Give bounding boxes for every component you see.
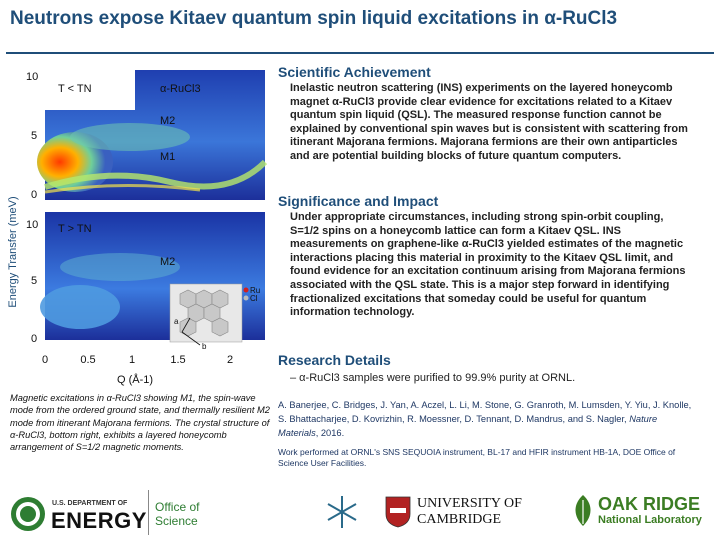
citation: A. Banerjee, C. Bridges, J. Yan, A. Acze… bbox=[278, 398, 698, 440]
inset-ru-label: Ru bbox=[250, 286, 260, 295]
inset-a-label: a bbox=[174, 317, 179, 326]
ytick-bottom-10: 10 bbox=[26, 219, 38, 231]
research-bullet: – α-RuCl3 samples were purified to 99.9%… bbox=[290, 372, 576, 384]
axis-a-arrow bbox=[181, 317, 191, 333]
xtick-0-5: 0.5 bbox=[80, 354, 95, 366]
axis-b-arrow bbox=[181, 331, 201, 346]
doe-logo: U.S. DEPARTMENT OF ENERGY bbox=[8, 490, 148, 535]
top-material-label: α-RuCl3 bbox=[160, 83, 201, 95]
xtick-0: 0 bbox=[42, 354, 48, 366]
achievement-heading: Scientific Achievement bbox=[278, 64, 431, 80]
ytick-bottom-5: 5 bbox=[31, 275, 37, 287]
ytick-top-5: 5 bbox=[31, 130, 37, 142]
work-statement: Work performed at ORNL's SNS SEQUOIA ins… bbox=[278, 447, 676, 468]
snowflake-icon bbox=[327, 496, 357, 528]
top-m2-label: M2 bbox=[160, 115, 175, 127]
top-panel-mask bbox=[45, 70, 135, 110]
office-line2: Science bbox=[155, 514, 198, 528]
doe-seal-icon bbox=[11, 497, 45, 531]
citation-year: , 2016. bbox=[315, 428, 345, 438]
top-temp-label: T < TN bbox=[58, 83, 92, 95]
bottom-m2-band bbox=[60, 253, 180, 281]
title-divider bbox=[6, 52, 714, 54]
significance-body: Under appropriate circumstances, includi… bbox=[290, 211, 686, 319]
ornl-line1: OAK RIDGE bbox=[598, 494, 701, 514]
cambridge-logo: UNIVERSITY OF CAMBRIDGE bbox=[385, 490, 535, 535]
cambridge-line1: UNIVERSITY OF bbox=[417, 496, 522, 511]
achievement-body: Inelastic neutron scattering (INS) exper… bbox=[290, 82, 688, 162]
bottom-intensity-blob bbox=[40, 285, 120, 329]
figure-caption: Magnetic excitations in α-RuCl3 showing … bbox=[10, 393, 270, 453]
top-m1-label: M1 bbox=[160, 151, 175, 163]
citation-authors: A. Banerjee, C. Bridges, J. Yan, A. Acze… bbox=[278, 400, 692, 424]
ytick-top-0: 0 bbox=[31, 189, 37, 201]
cl-legend-dot bbox=[243, 295, 249, 301]
ytick-bottom-0: 0 bbox=[31, 333, 37, 345]
xtick-1-5: 1.5 bbox=[170, 354, 185, 366]
office-line1: Office of bbox=[155, 500, 200, 514]
m2-intensity-band bbox=[70, 123, 190, 151]
xtick-2: 2 bbox=[227, 354, 233, 366]
x-axis-label: Q (Å-1) bbox=[117, 373, 153, 386]
spin-wave-branch-2 bbox=[44, 183, 201, 194]
doe-line2: ENERGY bbox=[51, 508, 147, 533]
msu-logo bbox=[322, 490, 362, 535]
bottom-temp-label: T > TN bbox=[58, 223, 92, 235]
inset-b-label: b bbox=[202, 342, 207, 351]
spin-wave-branch bbox=[44, 159, 268, 190]
inset-cl-label: Cl bbox=[250, 294, 258, 303]
bottom-m2-label: M2 bbox=[160, 256, 175, 268]
cambridge-shield-icon bbox=[385, 496, 411, 528]
ornl-line2: National Laboratory bbox=[598, 514, 702, 526]
y-axis-label: Energy Transfer (meV) bbox=[7, 196, 19, 307]
xtick-1: 1 bbox=[129, 354, 135, 366]
ytick-top-10: 10 bbox=[26, 71, 38, 83]
citation-journal: Nature Materials bbox=[278, 414, 658, 438]
office-of-science-logo: Office of Science bbox=[148, 490, 219, 535]
ru-legend-dot bbox=[243, 287, 249, 293]
doe-line1: U.S. DEPARTMENT OF bbox=[52, 500, 128, 507]
ornl-logo: OAK RIDGE National Laboratory bbox=[570, 490, 716, 535]
page-title: Neutrons expose Kitaev quantum spin liqu… bbox=[10, 8, 618, 29]
cambridge-line2: CAMBRIDGE bbox=[417, 512, 502, 527]
research-heading: Research Details bbox=[278, 352, 391, 368]
honeycomb-lattice bbox=[179, 289, 229, 337]
ins-figure: Energy Transfer (meV) T < TN α-RuCl3 M2 … bbox=[7, 70, 268, 386]
ornl-leaf-icon bbox=[575, 495, 591, 526]
significance-heading: Significance and Impact bbox=[278, 193, 439, 209]
